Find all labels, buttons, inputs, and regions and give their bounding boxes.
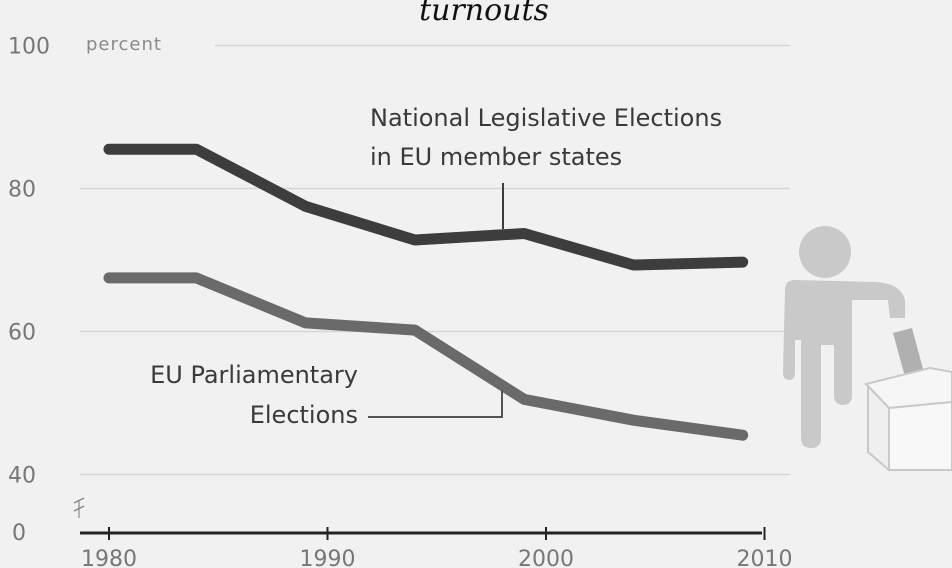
series-lines (103, 143, 749, 441)
y-axis-unit: percent (86, 34, 162, 55)
annotation-leaders (368, 183, 504, 418)
x-tick-label: 1980 (81, 547, 137, 568)
national-annotation-line-1: National Legislative Elections (370, 104, 722, 132)
eu-annotation-line-2: Elections (250, 401, 358, 429)
voter-ballot-box-icon (783, 226, 952, 473)
gridlines (80, 44, 790, 476)
national-annotation-line-2: in EU member states (370, 143, 622, 171)
y-tick-label: 0 (12, 521, 26, 546)
y-tick-label: 80 (8, 178, 36, 203)
series-line-eu-parliament (103, 272, 749, 441)
x-tick-label: 2000 (518, 547, 574, 568)
y-tick-label: 60 (8, 321, 36, 346)
axis-break-icon (73, 497, 85, 518)
x-axis-ticks: 1980 1990 2000 2010 (81, 527, 793, 568)
x-tick-label: 1990 (300, 547, 356, 568)
y-tick-label: 40 (8, 464, 36, 489)
y-axis-ticks: 100 80 60 40 0 (8, 35, 50, 547)
x-tick-label: 2010 (737, 547, 793, 568)
chart-title: turnouts (419, 0, 549, 28)
series-line-national (103, 143, 749, 271)
y-tick-label: 100 (8, 35, 50, 60)
eu-annotation-line-1: EU Parliamentary (150, 361, 358, 389)
